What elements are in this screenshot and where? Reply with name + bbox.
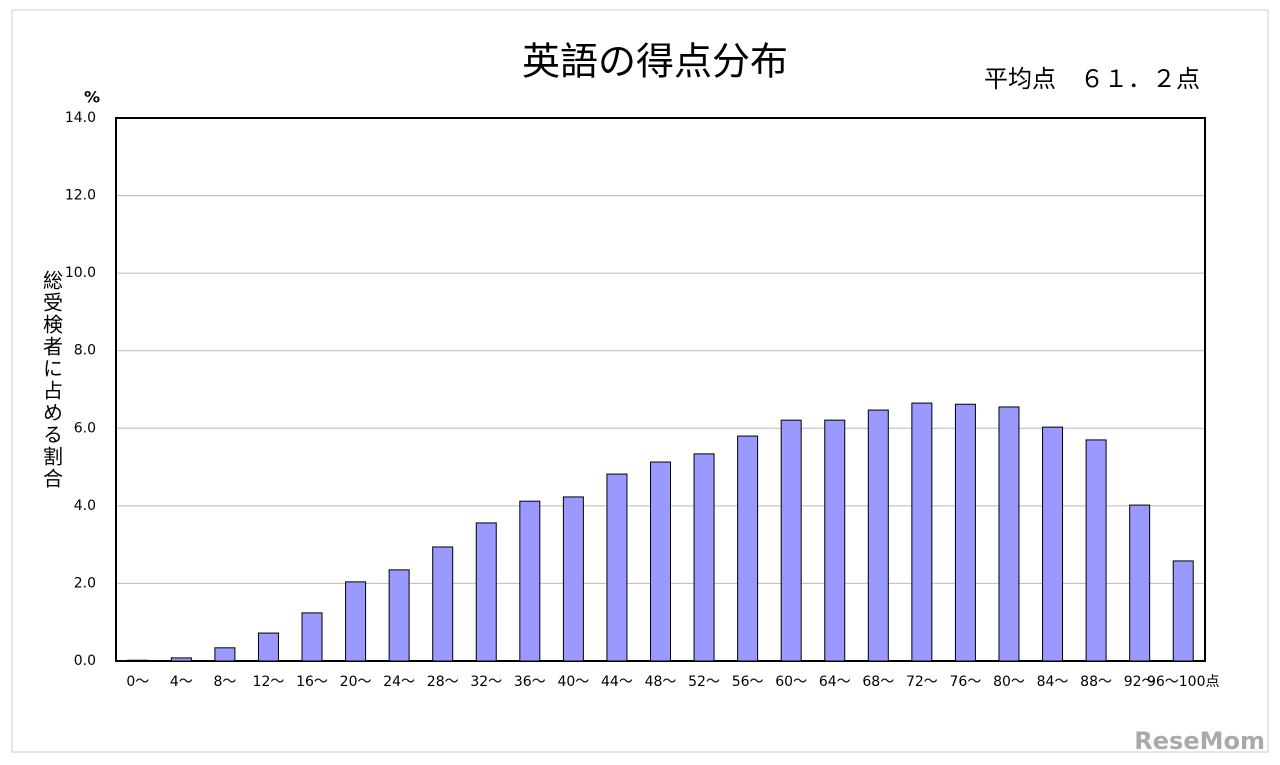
annotation: 平均点 ６１．２点	[984, 65, 1200, 93]
x-tick-label: 4〜	[170, 674, 193, 690]
x-tick-label: 36〜	[514, 674, 546, 690]
y-tick-label: 8.0	[74, 343, 96, 359]
x-tick-label: 56〜	[732, 674, 764, 690]
bar	[170, 657, 192, 662]
frame	[11, 9, 1269, 753]
chart-title: 英語の得点分布	[522, 40, 788, 84]
y-tick-label: 0.0	[74, 653, 96, 669]
x-tick-label: 84〜	[1037, 674, 1069, 690]
x-tick-label: 80〜	[993, 674, 1025, 690]
bar	[127, 659, 149, 662]
x-tick-label: 88〜	[1080, 674, 1112, 690]
x-tick-label: 52〜	[688, 674, 720, 690]
bar	[562, 496, 584, 662]
bar	[867, 409, 889, 662]
x-tick-label: 12〜	[253, 674, 285, 690]
bar	[1042, 426, 1064, 662]
x-tick-label: 16〜	[296, 674, 328, 690]
x-tick-label: 72〜	[906, 674, 938, 690]
x-tick-label: 48〜	[645, 674, 677, 690]
x-tick-label: 0〜	[126, 674, 149, 690]
watermark: ReseMom	[1134, 727, 1265, 755]
bar	[432, 546, 454, 662]
x-tick-label: 76〜	[950, 674, 982, 690]
x-tick-label: 8〜	[213, 674, 236, 690]
x-tick-label: 68〜	[862, 674, 894, 690]
bar	[737, 435, 759, 662]
bar	[1172, 560, 1194, 662]
x-tick-label: 60〜	[775, 674, 807, 690]
bar	[650, 461, 671, 662]
bar	[388, 569, 410, 662]
bar	[1129, 504, 1151, 662]
bar	[954, 403, 976, 662]
y-tick-label: 4.0	[74, 498, 96, 514]
x-tick-label: 20〜	[340, 674, 372, 690]
x-tick-label: 24〜	[383, 674, 415, 690]
bar	[693, 453, 715, 662]
bar	[475, 522, 497, 662]
y-unit: %	[84, 88, 100, 107]
bar	[519, 500, 541, 662]
x-tick-label: 64〜	[819, 674, 851, 690]
bar	[301, 612, 323, 662]
bar	[824, 419, 846, 662]
x-tick-label: 96〜100点	[1147, 674, 1220, 690]
y-tick-label: 6.0	[74, 420, 96, 436]
bar	[257, 632, 279, 662]
bar	[606, 473, 628, 662]
x-tick-label: 28〜	[427, 674, 459, 690]
y-axis-label: 総受検者に占める割合	[40, 270, 64, 490]
bar	[214, 647, 236, 662]
x-tick-label: 44〜	[601, 674, 633, 690]
x-tick-label: 92〜	[1124, 674, 1156, 690]
bar	[345, 581, 367, 662]
y-tick-label: 10.0	[65, 265, 96, 281]
x-tick-label: 32〜	[470, 674, 502, 690]
bar	[911, 402, 933, 662]
bar	[998, 406, 1020, 662]
y-tick-label: 2.0	[74, 575, 96, 591]
bar	[780, 419, 802, 662]
y-tick-label: 14.0	[65, 110, 96, 126]
bar	[1085, 439, 1107, 662]
y-tick-label: 12.0	[65, 188, 96, 204]
x-tick-label: 40〜	[557, 674, 589, 690]
